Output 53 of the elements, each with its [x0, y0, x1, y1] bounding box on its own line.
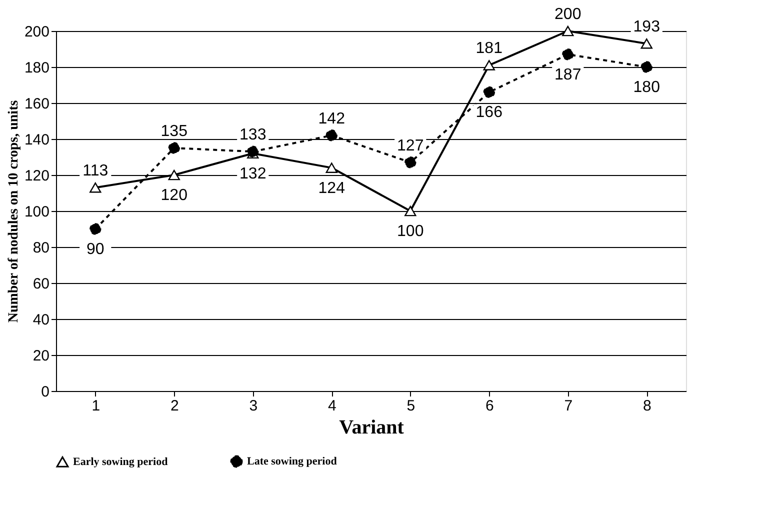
point: [326, 130, 338, 142]
x-tick-label: 1: [92, 398, 100, 414]
y-tick-label: 80: [32, 240, 50, 256]
y-tick-label: 100: [24, 204, 50, 220]
x-tick-label: 3: [249, 398, 258, 414]
point: [640, 38, 652, 49]
x-axis-title: Variant: [339, 416, 404, 438]
x-tick-label: 5: [406, 398, 416, 414]
data-label: 142: [318, 110, 346, 128]
data-label: 193: [633, 18, 660, 36]
point: [562, 26, 574, 36]
data-label: 180: [633, 79, 660, 96]
x-tick-label: 7: [564, 398, 573, 414]
y-tick-label: 140: [24, 132, 50, 148]
point: [168, 142, 180, 154]
legend-label: Early sowing period: [73, 456, 168, 468]
y-tick-label: 160: [24, 96, 50, 112]
point: [90, 223, 102, 235]
data-label: 120: [160, 187, 188, 204]
data-label: 132: [240, 165, 266, 182]
y-tick-label: 180: [24, 60, 50, 76]
point: [326, 162, 338, 173]
data-label: 181: [476, 40, 503, 58]
y-tick-label: 60: [32, 276, 50, 292]
data-label: 124: [318, 180, 346, 197]
data-label: 100: [397, 223, 424, 240]
x-tick-label: 6: [485, 398, 494, 414]
y-tick-label: 20: [32, 348, 50, 364]
y-tick-label: 120: [24, 168, 50, 184]
point: [404, 206, 416, 216]
y-tick-label: 40: [32, 312, 50, 328]
point: [640, 61, 652, 73]
x-tick-label: 8: [642, 398, 652, 414]
y-tick-label: 0: [41, 384, 50, 400]
data-label: 113: [82, 162, 108, 180]
legend-label: Late sowing period: [247, 456, 337, 468]
point: [483, 60, 495, 70]
data-label: 127: [397, 137, 424, 154]
data-label: 166: [476, 104, 503, 122]
point: [168, 170, 180, 180]
data-label: 90: [86, 241, 104, 258]
point: [90, 182, 102, 193]
point: [562, 48, 574, 60]
y-tick-label: 200: [24, 24, 50, 40]
x-tick-label: 4: [328, 398, 336, 414]
data-label: 200: [554, 6, 582, 23]
point: [483, 86, 495, 98]
y-axis-title: Number of nodules on 10 crops, units: [6, 100, 22, 323]
data-label: 133: [240, 126, 266, 144]
data-label: 135: [160, 123, 188, 140]
data-label: 187: [554, 66, 582, 84]
x-tick-label: 2: [170, 398, 179, 414]
point: [404, 156, 416, 168]
